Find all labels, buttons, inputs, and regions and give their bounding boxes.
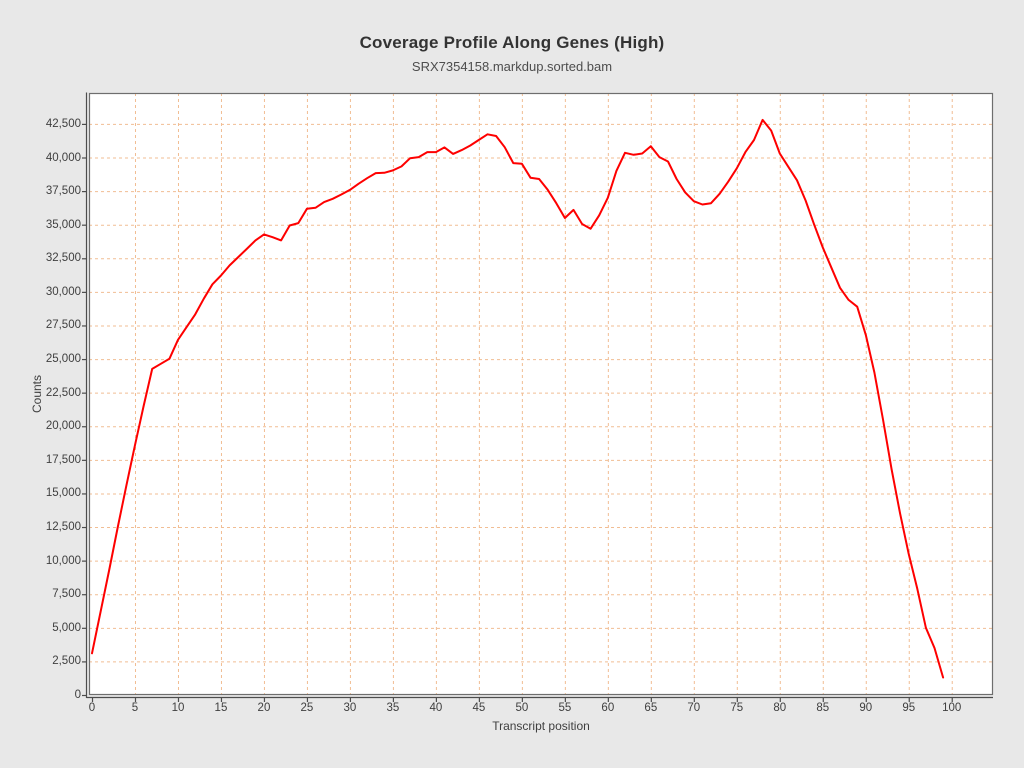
x-tick-label: 75 [730,702,744,714]
chart-title: Coverage Profile Along Genes (High) [359,33,665,52]
y-tick-label: 12,500 [45,521,81,534]
y-tick-label: 42,500 [45,117,81,130]
y-tick-label: 2,500 [52,655,81,668]
x-tick-label: 85 [816,702,830,714]
y-tick-label: 35,000 [45,218,81,231]
plot-area [89,93,993,695]
x-tick-label: 15 [214,702,228,714]
y-tick-label: 32,500 [45,252,81,265]
x-tick-label: 45 [472,702,486,714]
x-tick-label: 60 [601,702,615,714]
x-tick-label: 5 [131,702,139,714]
y-tick-label: 10,000 [45,554,81,567]
y-tick-label: 5,000 [52,621,81,634]
y-tick-label: 7,500 [52,588,81,601]
x-tick-label: 65 [644,702,658,714]
x-tick-label: 55 [558,702,572,714]
x-tick-label: 70 [687,702,701,714]
x-axis-title: Transcript position [492,719,590,733]
x-tick-label: 80 [773,702,787,714]
y-tick-label: 37,500 [45,185,81,198]
plot-frame [88,92,994,696]
chart-subtitle: SRX7354158.markdup.sorted.bam [411,59,613,74]
y-tick-label: 25,000 [45,353,81,366]
y-tick-label: 15,000 [45,487,81,500]
x-tick-label: 95 [902,702,916,714]
x-tick-label: 50 [515,702,529,714]
x-tick-label: 40 [429,702,443,714]
x-tick-label: 0 [88,702,96,714]
y-axis-title: Counts [30,374,44,414]
x-tick-label: 90 [859,702,873,714]
coverage-line-chart [82,92,994,702]
y-tick-label: 30,000 [45,285,81,298]
y-tick-label: 22,500 [45,386,81,399]
y-tick-label: 0 [74,689,81,701]
y-tick-label: 20,000 [45,420,81,433]
x-tick-label: 10 [171,702,185,714]
x-tick-label: 30 [343,702,357,714]
coverage-series-line [91,118,945,679]
x-tick-label: 20 [257,702,271,714]
x-tick-label: 35 [386,702,400,714]
y-tick-label: 17,500 [45,453,81,466]
x-tick-label: 100 [942,702,962,714]
x-tick-label: 25 [300,702,314,714]
y-tick-label: 40,000 [45,151,81,164]
y-tick-label: 27,500 [45,319,81,332]
